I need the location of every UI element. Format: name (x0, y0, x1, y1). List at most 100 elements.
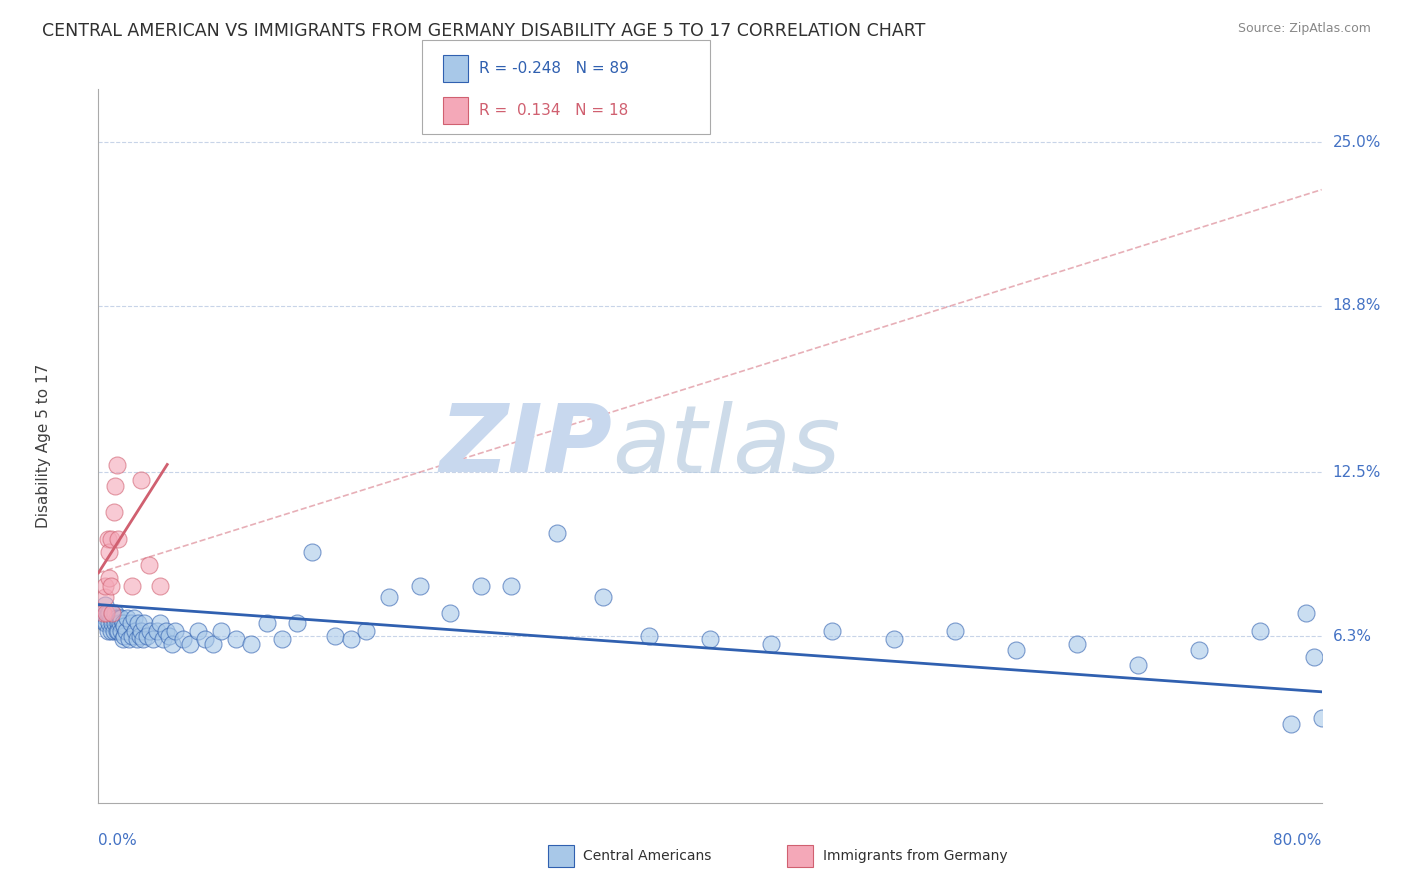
Point (155, 624, 177, 638)
Point (93, 590, 115, 604)
Point (408, 579, 430, 593)
Point (163, 624, 186, 638)
Point (637, 629, 661, 643)
Point (98, 571, 121, 585)
Point (270, 632, 292, 646)
Point (97, 532, 120, 546)
Point (104, 606, 127, 620)
Point (129, 474, 152, 488)
Point (1066, 637, 1088, 651)
Point (97, 606, 120, 620)
Text: ZIP: ZIP (439, 400, 612, 492)
Point (1004, 642, 1026, 657)
Point (354, 624, 377, 638)
Point (117, 611, 139, 625)
Point (107, 624, 129, 638)
Point (93, 598, 115, 612)
Point (1188, 642, 1211, 657)
Point (699, 632, 721, 646)
Point (98, 545, 121, 559)
Point (97, 624, 120, 638)
Text: Central Americans: Central Americans (583, 849, 711, 863)
Text: 6.3%: 6.3% (1333, 629, 1372, 644)
Text: CENTRAL AMERICAN VS IMMIGRANTS FROM GERMANY DISABILITY AGE 5 TO 17 CORRELATION C: CENTRAL AMERICAN VS IMMIGRANTS FROM GERM… (42, 22, 925, 40)
Point (107, 532, 129, 546)
Point (98, 606, 121, 620)
Point (160, 637, 183, 651)
Point (149, 616, 172, 631)
Point (546, 526, 568, 541)
Text: atlas: atlas (612, 401, 841, 491)
Point (301, 545, 323, 559)
Point (120, 616, 142, 631)
Point (94, 611, 117, 625)
Point (142, 632, 165, 646)
Point (103, 505, 125, 519)
Text: 12.5%: 12.5% (1333, 465, 1381, 480)
Point (110, 624, 132, 638)
Point (127, 616, 149, 631)
Point (1249, 624, 1271, 638)
Point (157, 629, 180, 643)
Point (100, 611, 122, 625)
Point (1279, 716, 1302, 731)
Point (1303, 650, 1326, 665)
Point (943, 624, 966, 638)
Point (104, 478, 127, 492)
Point (101, 606, 124, 620)
Point (132, 632, 155, 646)
Point (94, 616, 117, 631)
Point (134, 616, 156, 631)
Point (91, 606, 114, 620)
Point (1128, 658, 1150, 673)
Text: Disability Age 5 to 17: Disability Age 5 to 17 (37, 364, 51, 528)
Text: Immigrants from Germany: Immigrants from Germany (823, 849, 1007, 863)
Point (105, 611, 128, 625)
Text: 18.8%: 18.8% (1333, 299, 1381, 313)
Point (100, 532, 122, 546)
Point (129, 624, 152, 638)
Point (105, 624, 128, 638)
Point (149, 579, 172, 593)
Point (136, 629, 159, 643)
Text: R = -0.248   N = 89: R = -0.248 N = 89 (479, 61, 630, 76)
Point (1310, 711, 1333, 725)
Point (94, 606, 117, 620)
Point (115, 624, 138, 638)
Point (145, 624, 167, 638)
Point (91, 606, 114, 620)
Point (111, 616, 134, 631)
Point (194, 632, 217, 646)
Point (339, 632, 361, 646)
Text: 25.0%: 25.0% (1333, 135, 1381, 150)
Point (592, 590, 614, 604)
Point (121, 579, 143, 593)
Text: R =  0.134   N = 18: R = 0.134 N = 18 (479, 103, 628, 119)
Point (256, 616, 278, 631)
Point (93, 579, 115, 593)
Point (118, 632, 141, 646)
Point (325, 629, 347, 643)
Point (100, 624, 122, 638)
Point (501, 579, 523, 593)
Point (138, 558, 160, 572)
Point (100, 579, 122, 593)
Point (139, 624, 162, 638)
Text: Source: ZipAtlas.com: Source: ZipAtlas.com (1237, 22, 1371, 36)
Point (285, 616, 308, 631)
Point (225, 632, 247, 646)
Point (439, 606, 461, 620)
Point (240, 637, 263, 651)
Point (124, 624, 146, 638)
Point (105, 458, 128, 472)
Point (108, 616, 131, 631)
Point (179, 637, 201, 651)
Point (187, 624, 209, 638)
Point (883, 632, 905, 646)
Point (107, 616, 129, 631)
Point (103, 611, 125, 625)
Point (128, 629, 150, 643)
Point (1295, 606, 1317, 620)
Point (152, 632, 174, 646)
Text: 80.0%: 80.0% (1274, 833, 1322, 848)
